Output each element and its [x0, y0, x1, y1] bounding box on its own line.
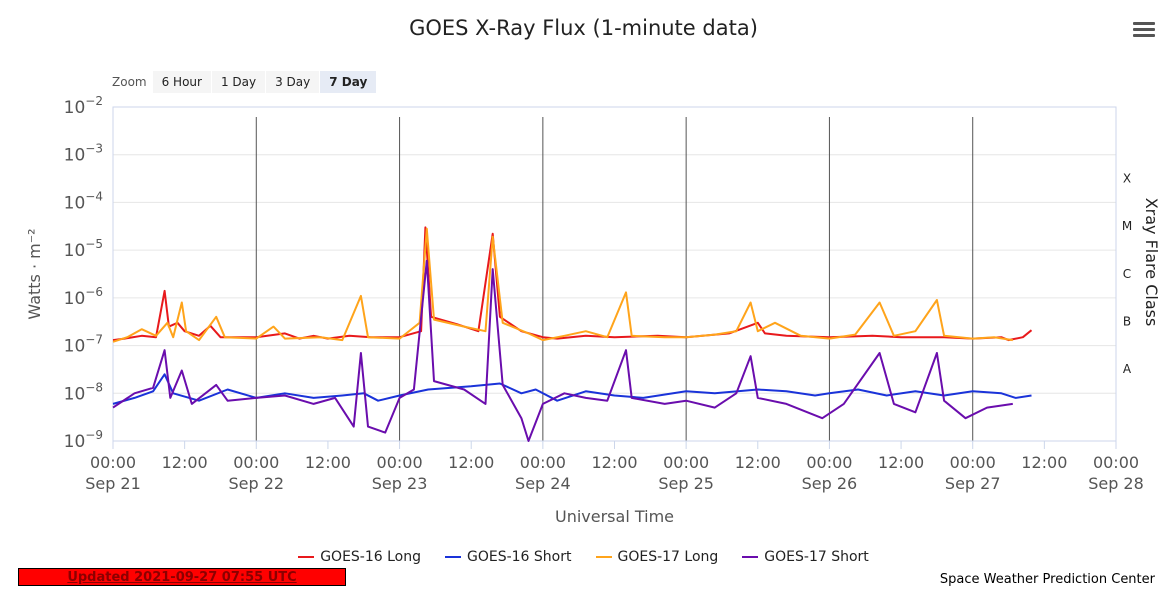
x-axis: 00:00 Sep 21 12:00 00:00 Sep 22 12:00 00:00 Sep…: [85, 441, 1144, 493]
credit-text: Space Weather Prediction Center: [939, 572, 1155, 587]
x-tick-time: 12:00: [1021, 453, 1067, 472]
y-tick-label: 10−5: [64, 237, 103, 261]
x-tick-time: 00:00: [663, 453, 709, 472]
zoom-1-day-button[interactable]: 1 Day: [211, 71, 266, 93]
zoom-3-day-button[interactable]: 3 Day: [266, 71, 320, 93]
legend-swatch: [298, 556, 315, 558]
y-tick-label: 10−3: [64, 142, 103, 166]
y-axis-label: Watts · m⁻²: [25, 228, 44, 319]
x-tick-time: 00:00: [233, 453, 279, 472]
x-axis-label: Universal Time: [555, 507, 674, 526]
legend-swatch: [445, 556, 461, 558]
x-tick-time: 12:00: [735, 453, 781, 472]
y-tick-label: 10−4: [64, 189, 103, 213]
x-tick-date: Sep 23: [372, 474, 428, 493]
x-tick-time: 12:00: [305, 453, 351, 472]
y-tick-label: 10−2: [64, 94, 103, 118]
x-tick-time: 12:00: [591, 453, 637, 472]
day-markers: [255, 117, 974, 441]
x-tick-date: Sep 27: [945, 474, 1001, 493]
flare-class-label: C: [1123, 267, 1131, 281]
zoom-6-hour-button[interactable]: 6 Hour: [152, 71, 211, 93]
x-tick-time: 00:00: [377, 453, 423, 472]
updated-timestamp[interactable]: Updated 2021-09-27 07:55 UTC: [67, 569, 297, 585]
legend-item-goes17-short[interactable]: GOES-17 Short: [742, 549, 869, 565]
flare-class-label: X: [1123, 171, 1131, 185]
x-tick-time: 00:00: [90, 453, 136, 472]
series-line-goes-16-short: [112, 373, 1032, 405]
zoom-7-day-button[interactable]: 7 Day: [320, 71, 377, 93]
legend-item-goes16-long[interactable]: GOES-16 Long: [298, 549, 421, 565]
zoom-label: Zoom: [112, 75, 147, 89]
flare-class-axis: X M C B A: [1122, 171, 1132, 376]
x-tick-date: Sep 24: [515, 474, 571, 493]
x-tick-time: 00:00: [520, 453, 566, 472]
flare-class-label: B: [1123, 314, 1131, 328]
x-tick-time: 00:00: [1093, 453, 1139, 472]
series-line-goes-17-short: [112, 259, 1013, 442]
series-layer: [112, 226, 1033, 442]
y-tick-label: 10−7: [64, 333, 103, 357]
updated-banner: Updated 2021-09-27 07:55 UTC: [18, 568, 346, 586]
flare-class-label: M: [1122, 219, 1132, 233]
legend-swatch: [595, 556, 612, 558]
x-tick-date: Sep 21: [85, 474, 141, 493]
x-tick-time: 12:00: [162, 453, 208, 472]
x-tick-time: 12:00: [878, 453, 924, 472]
legend-item-goes17-long[interactable]: GOES-17 Long: [595, 549, 718, 565]
series-line-goes-16-long: [112, 226, 1033, 342]
x-tick-date: Sep 28: [1088, 474, 1144, 493]
x-tick-date: Sep 22: [228, 474, 284, 493]
plot-frame: [112, 106, 1117, 442]
y-tick-label: 10−9: [64, 428, 103, 452]
x-tick-time: 00:00: [806, 453, 852, 472]
grid-layer: [113, 106, 1116, 442]
y-tick-label: 10−8: [64, 380, 103, 404]
y-axis: 10−2 10−3 10−4 10−5 10−6 10−7 10−8 10−9: [64, 94, 103, 452]
x-tick-date: Sep 26: [802, 474, 858, 493]
x-tick-date: Sep 25: [658, 474, 714, 493]
chart-title: GOES X-Ray Flux (1-minute data): [409, 16, 758, 40]
x-tick-time: 00:00: [950, 453, 996, 472]
zoom-controls: Zoom 6 Hour 1 Day 3 Day 7 Day: [112, 71, 377, 93]
flare-class-axis-label: Xray Flare Class: [1142, 198, 1161, 327]
x-tick-time: 12:00: [448, 453, 494, 472]
chart-menu-icon[interactable]: [1133, 22, 1155, 40]
legend-item-goes16-short[interactable]: GOES-16 Short: [445, 549, 572, 565]
legend: GOES-16 Long GOES-16 Short GOES-17 Long …: [0, 549, 1167, 565]
flare-class-label: A: [1123, 362, 1132, 376]
series-line-goes-17-long: [112, 227, 1013, 343]
legend-swatch: [742, 556, 759, 558]
y-tick-label: 10−6: [64, 285, 103, 309]
